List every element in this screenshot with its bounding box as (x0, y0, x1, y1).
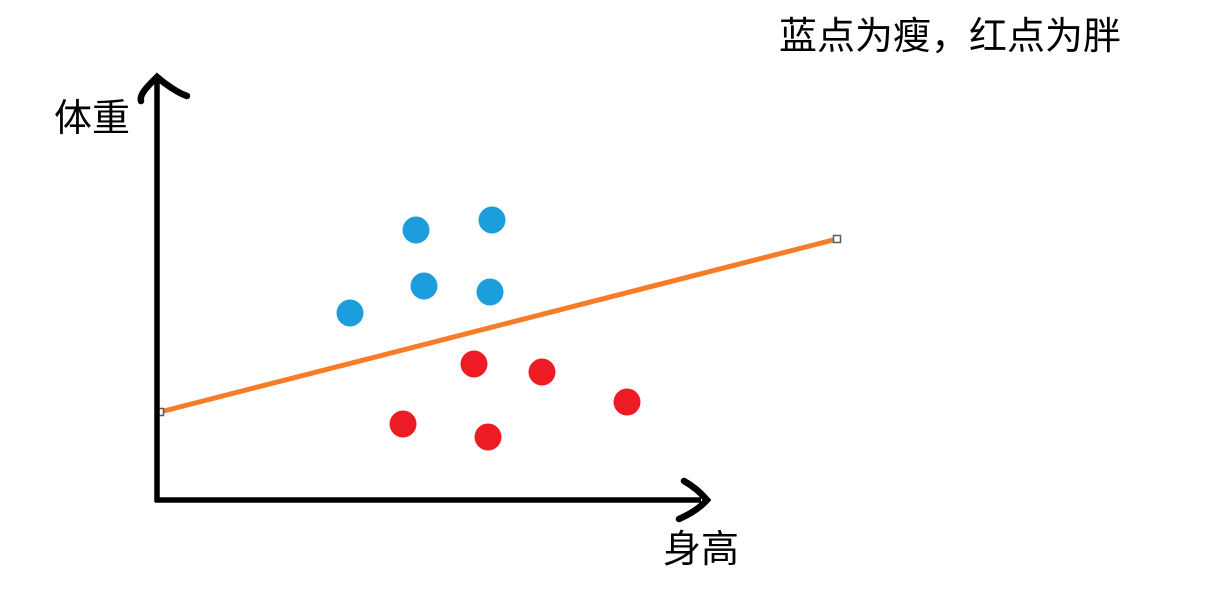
data-point-red (474, 423, 502, 451)
data-point-blue (336, 299, 364, 327)
y-axis-label: 体重 (54, 98, 131, 140)
decision-boundary-line (159, 236, 838, 415)
data-point-red (528, 358, 556, 386)
x-axis-label: 身高 (663, 529, 740, 571)
data-point-blue (478, 206, 506, 234)
line-endpoint-handle[interactable] (832, 234, 842, 244)
data-point-red (613, 388, 641, 416)
data-point-blue (402, 216, 430, 244)
boundary-layer (155, 234, 842, 417)
data-point-blue (410, 272, 438, 300)
y-axis-arrowhead (137, 72, 191, 105)
data-point-red (460, 350, 488, 378)
data-point-blue (476, 278, 504, 306)
points-layer (336, 206, 641, 451)
legend-note: 蓝点为瘦，红点为胖 (779, 16, 1122, 58)
data-point-red (389, 410, 417, 438)
x-axis-arrowhead (675, 477, 712, 523)
